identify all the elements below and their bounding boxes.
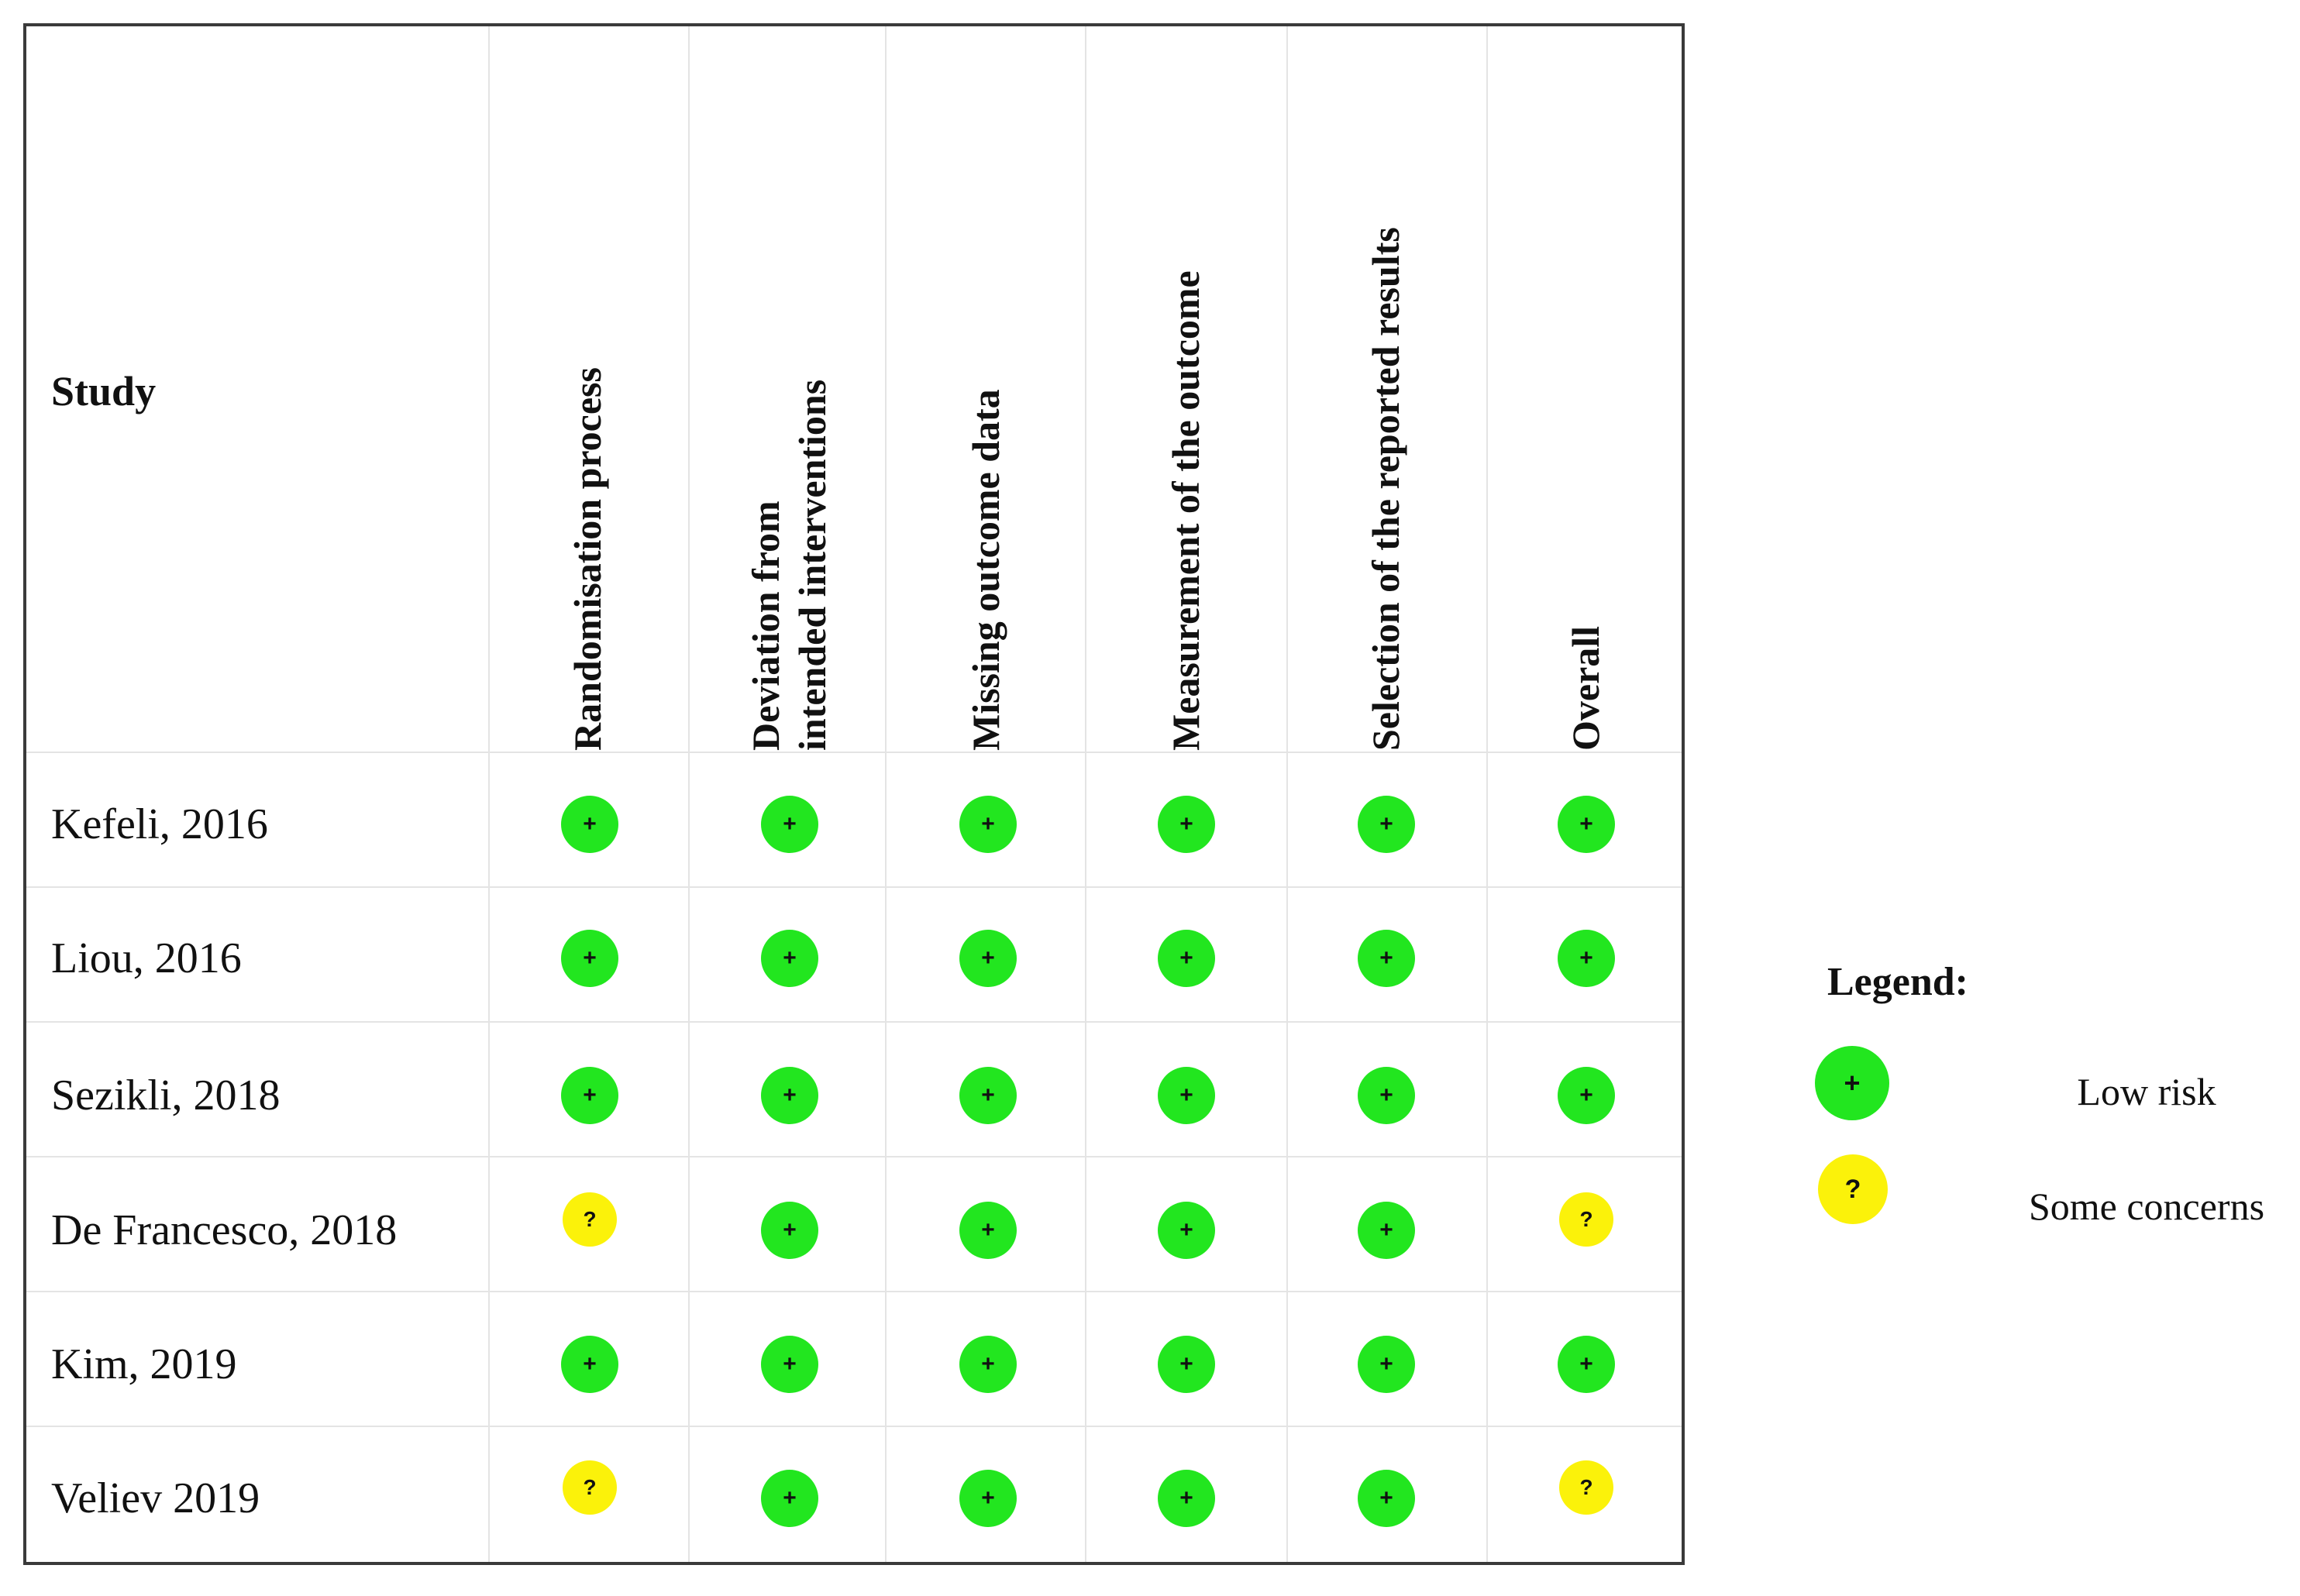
legend-title: Legend:	[1827, 960, 1968, 1004]
row-divider	[26, 886, 1682, 888]
row-divider	[26, 1156, 1682, 1157]
column-header-selection: Selection of the reported results	[1362, 53, 1409, 751]
row-divider	[26, 1426, 1682, 1427]
low-risk-marker: +	[959, 930, 1017, 987]
column-header-line: Selection of the reported results	[1364, 227, 1407, 751]
column-header-randomisation: Randomisation process	[564, 53, 611, 751]
low-risk-marker: +	[761, 796, 818, 853]
low-risk-marker: +	[761, 1336, 818, 1393]
low-risk-marker: +	[1158, 1067, 1215, 1124]
low-risk-marker: +	[1358, 930, 1415, 987]
some-concerns-marker: ?	[563, 1192, 617, 1247]
study-name: Liou, 2016	[51, 934, 242, 982]
study-name: Kim, 2019	[51, 1340, 237, 1388]
low-risk-marker: +	[959, 1202, 1017, 1259]
low-risk-marker: +	[1558, 1067, 1615, 1124]
low-risk-marker: +	[561, 1336, 618, 1393]
risk-of-bias-table: Study Randomisation process Deviation fr…	[23, 23, 1685, 1565]
low-risk-marker: +	[761, 1067, 818, 1124]
low-risk-marker: +	[959, 796, 1017, 853]
study-name: Veliev 2019	[51, 1474, 260, 1522]
column-divider	[885, 26, 887, 1562]
low-risk-marker: +	[561, 796, 618, 853]
column-header-line: Overall	[1564, 625, 1607, 751]
low-risk-marker: +	[1358, 796, 1415, 853]
column-header-line: Missing outcome data	[964, 389, 1007, 751]
low-risk-marker: +	[959, 1067, 1017, 1124]
low-risk-marker: +	[1358, 1202, 1415, 1259]
low-risk-marker: +	[1358, 1336, 1415, 1393]
low-risk-marker: +	[561, 1067, 618, 1124]
low-risk-marker: +	[761, 1470, 818, 1527]
row-divider	[26, 1291, 1682, 1292]
column-header-line: Measurement of the outcome	[1164, 270, 1207, 751]
some-concerns-marker: ?	[1559, 1192, 1613, 1247]
column-header-line: Randomisation process	[566, 367, 609, 751]
low-risk-marker: +	[1158, 1470, 1215, 1527]
low-risk-marker: +	[1558, 1336, 1615, 1393]
column-divider	[488, 26, 490, 1562]
low-risk-marker: +	[1158, 1202, 1215, 1259]
low-risk-marker: +	[1558, 930, 1615, 987]
some-concerns-marker: ?	[1559, 1460, 1613, 1515]
row-divider	[26, 1021, 1682, 1023]
column-header-missing-data: Missing outcome data	[962, 53, 1009, 751]
column-divider	[688, 26, 690, 1562]
low-risk-marker: +	[761, 1202, 818, 1259]
study-name: De Francesco, 2018	[51, 1206, 398, 1254]
low-risk-marker: +	[959, 1470, 1017, 1527]
some-concerns-marker: ?	[563, 1460, 617, 1515]
study-column-header: Study	[51, 368, 157, 414]
column-divider	[1286, 26, 1288, 1562]
low-risk-marker: +	[1358, 1067, 1415, 1124]
low-risk-marker: +	[1358, 1470, 1415, 1527]
study-name: Kefeli, 2016	[51, 800, 268, 848]
column-header-line: intended interventions	[790, 379, 834, 751]
low-risk-marker: +	[1158, 930, 1215, 987]
low-risk-marker: +	[1158, 1336, 1215, 1393]
low-risk-marker: +	[1158, 796, 1215, 853]
legend-some-concerns-label: Some concerns	[2028, 1185, 2265, 1228]
low-risk-marker: +	[959, 1336, 1017, 1393]
study-name: Sezikli, 2018	[51, 1071, 281, 1120]
legend-low-risk-marker: +	[1815, 1046, 1889, 1120]
low-risk-marker: +	[561, 930, 618, 987]
row-divider	[26, 752, 1682, 753]
column-header-overall: Overall	[1562, 53, 1609, 751]
column-header-deviation: Deviation from intended interventions	[742, 53, 835, 751]
legend-some-concerns-marker: ?	[1818, 1154, 1888, 1224]
column-divider	[1085, 26, 1086, 1562]
legend-low-risk-label: Low risk	[2077, 1070, 2216, 1113]
column-divider	[1486, 26, 1488, 1562]
column-header-line: Deviation from	[744, 500, 787, 751]
column-header-measurement: Measurement of the outcome	[1162, 53, 1209, 751]
low-risk-marker: +	[761, 930, 818, 987]
low-risk-marker: +	[1558, 796, 1615, 853]
